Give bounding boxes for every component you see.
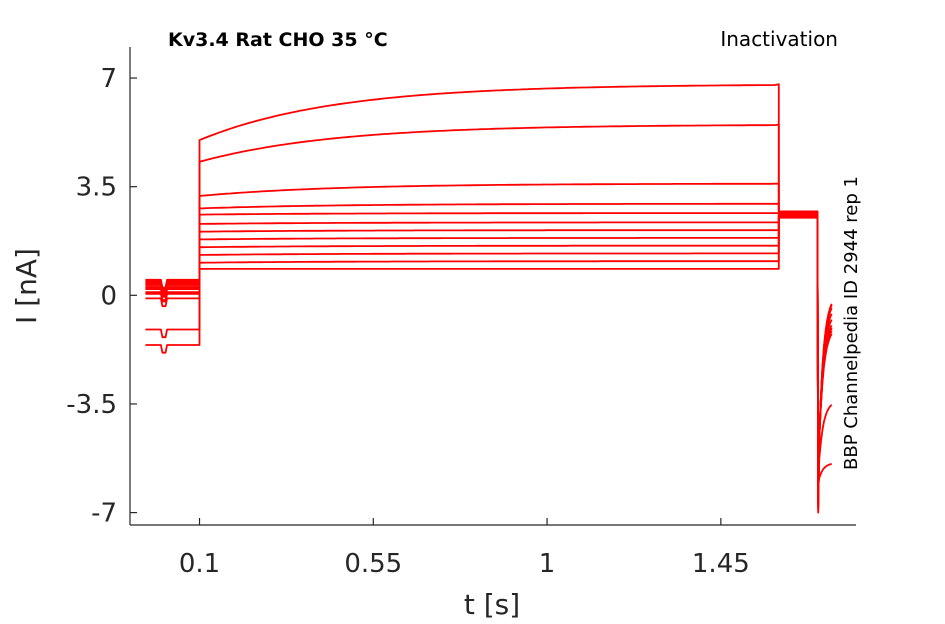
y-tick-label: 3.5 xyxy=(76,173,117,203)
x-tick-label: 1 xyxy=(539,549,556,579)
current-trace xyxy=(145,123,833,511)
current-trace xyxy=(145,83,833,514)
y-tick-label: -7 xyxy=(91,499,117,529)
y-tick-label: -3.5 xyxy=(66,390,117,420)
y-axis-label: I [nA] xyxy=(10,248,43,324)
channelpedia-id-label: BBP Channelpedia ID 2944 rep 1 xyxy=(841,176,862,470)
current-trace xyxy=(145,215,833,489)
x-tick-label: 0.55 xyxy=(344,549,402,579)
current-trace xyxy=(145,213,833,499)
y-tick-label: 7 xyxy=(100,64,117,94)
x-tick-label: 1.45 xyxy=(692,549,750,579)
current-trace xyxy=(145,213,833,497)
protocol-label: Inactivation xyxy=(720,27,838,51)
plot-area xyxy=(145,83,833,514)
current-trace xyxy=(145,202,833,506)
y-tick-label: 0 xyxy=(100,281,117,311)
x-axis-label: t [s] xyxy=(464,588,520,621)
current-trace xyxy=(145,182,833,509)
current-trace xyxy=(145,212,833,504)
ticks: 0.1 0.55 1 1.45 -7 -3.5 0 3.5 7 xyxy=(66,64,750,579)
current-trace xyxy=(145,215,833,492)
x-tick-label: 0.1 xyxy=(179,549,220,579)
current-trace xyxy=(145,216,832,487)
current-trace xyxy=(145,212,833,502)
chart-title: Kv3.4 Rat CHO 35 °C xyxy=(168,29,388,51)
current-trace xyxy=(145,213,833,494)
